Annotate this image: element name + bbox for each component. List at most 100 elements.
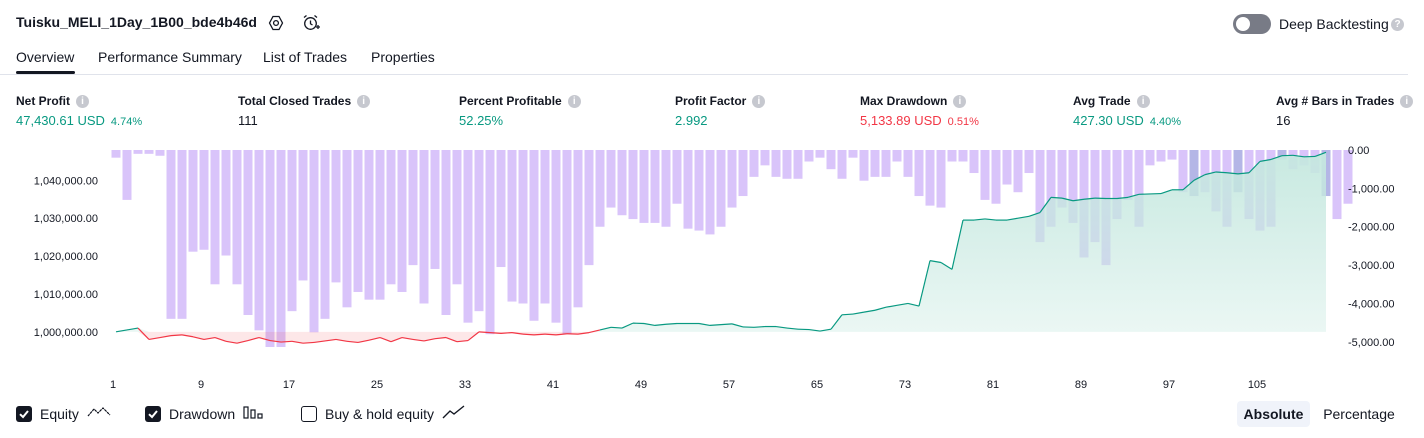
drawdown-bar (947, 150, 957, 162)
drawdown-bar (375, 150, 385, 300)
drawdown-bar (320, 150, 330, 319)
drawdown-bar (166, 150, 176, 319)
left-axis-tick: 1,030,000.00 (34, 213, 98, 225)
equity-line-segment (148, 336, 161, 341)
drawdown-bar (1156, 150, 1166, 162)
drawdown-bar (518, 150, 528, 304)
drawdown-bar (232, 150, 242, 285)
equity-line-segment (819, 328, 832, 332)
stat-label-text: Avg Trade (1073, 94, 1131, 108)
equity-line-segment (643, 322, 656, 326)
tab-overview[interactable]: Overview (16, 49, 75, 65)
drawdown-bar (419, 150, 429, 304)
equity-line-segment (577, 332, 590, 335)
deep-backtesting-help-icon[interactable]: ? (1391, 18, 1404, 31)
equity-line-segment (1182, 179, 1195, 191)
drawdown-bar (111, 150, 121, 158)
equity-line-segment (555, 333, 568, 336)
drawdown-checkbox[interactable] (145, 405, 161, 422)
equity-line-segment (808, 328, 821, 332)
drawdown-bar (936, 150, 946, 208)
stat-label-text: Profit Factor (675, 94, 747, 108)
deep-backtesting-toggle[interactable] (1233, 14, 1271, 34)
equity-line-segment (1006, 217, 1019, 221)
stat-value-text: 427.30 USD (1073, 113, 1144, 128)
equity-line-segment (1017, 215, 1030, 219)
info-icon[interactable]: i (1136, 94, 1150, 108)
drawdown-bar (331, 150, 341, 283)
info-icon[interactable]: i (76, 94, 89, 108)
drawdown-bar (1178, 150, 1188, 193)
buy-hold-line-icon (442, 404, 466, 423)
drawdown-bar (155, 150, 165, 156)
drawdown-bar (276, 150, 286, 347)
drawdown-bar (122, 150, 132, 200)
drawdown-bar (353, 150, 363, 292)
tab-performance-summary[interactable]: Performance Summary (98, 49, 242, 65)
drawdown-bar (177, 150, 187, 319)
drawdown-bar (1123, 150, 1133, 200)
buy-hold-checkbox[interactable] (301, 405, 317, 422)
settings-icon[interactable] (265, 12, 287, 34)
x-axis-tick: 97 (1163, 379, 1175, 391)
legend-drawdown[interactable]: Drawdown (145, 404, 263, 423)
info-icon[interactable]: i (953, 94, 967, 108)
equity-line-segment (126, 327, 139, 331)
drawdown-bar (474, 150, 484, 312)
drawdown-bar (914, 150, 924, 197)
drawdown-bar (287, 150, 297, 312)
tab-properties[interactable]: Properties (371, 49, 435, 65)
drawdown-bar (452, 150, 462, 285)
equity-line-segment (973, 218, 986, 221)
equity-line-segment (852, 311, 865, 315)
legend-buy-hold[interactable]: Buy & hold equity (301, 404, 466, 423)
stat-value-text: 52.25% (459, 113, 504, 128)
equity-line-segment (522, 333, 535, 336)
equity-line-segment (665, 322, 678, 325)
legend-equity[interactable]: Equity (16, 404, 111, 423)
equity-line-segment (1248, 160, 1261, 174)
drawdown-bar (859, 150, 869, 181)
stat-label-net-profit: Net Profit i (16, 94, 89, 108)
info-icon[interactable]: i (567, 94, 581, 108)
info-icon[interactable]: i (357, 94, 371, 108)
equity-line-segment (1226, 172, 1239, 175)
x-axis-tick: 73 (899, 379, 911, 391)
equity-line-segment (599, 326, 612, 331)
equity-area (116, 152, 1326, 332)
x-axis-tick: 105 (1248, 379, 1266, 391)
drawdown-bar (771, 150, 781, 177)
equity-line-segment (192, 336, 205, 341)
tabs-divider (0, 74, 1408, 75)
equity-line-segment (1072, 198, 1085, 202)
drawdown-bar (1167, 150, 1177, 160)
equity-line-segment (280, 340, 293, 343)
add-alert-icon[interactable] (300, 12, 322, 34)
right-axis-tick: -2,000.00 (1348, 222, 1394, 234)
drawdown-bar (793, 150, 803, 179)
info-icon[interactable]: i (752, 94, 766, 108)
info-icon[interactable]: i (1400, 94, 1414, 108)
x-axis-tick: 41 (547, 379, 559, 391)
drawdown-bar (298, 150, 308, 281)
drawdown-bar (595, 150, 605, 227)
drawdown-bar (1189, 150, 1199, 197)
stat-label-percent-profitable: Percent Profitable i (459, 94, 581, 108)
drawdown-bar (826, 150, 836, 170)
percentage-button[interactable]: Percentage (1323, 406, 1395, 422)
stat-value-text: 16 (1276, 113, 1291, 128)
drawdown-bar (892, 150, 902, 162)
tab-list-of-trades[interactable]: List of Trades (263, 49, 348, 65)
drawdown-bar (1057, 150, 1067, 208)
drawdown-bar (210, 150, 220, 285)
x-axis-tick: 49 (635, 379, 647, 391)
equity-line-segment (874, 306, 887, 311)
equity-drawdown-chart[interactable]: 1,040,000.00 1,030,000.00 1,020,000.00 1,01… (0, 140, 1424, 398)
legend-buy-hold-label: Buy & hold equity (325, 405, 434, 422)
equity-line-segment (159, 335, 172, 339)
drawdown-bar (540, 150, 550, 304)
drawdown-bar (991, 150, 1001, 204)
absolute-button[interactable]: Absolute (1237, 401, 1310, 427)
equity-checkbox[interactable] (16, 405, 32, 422)
equity-line-segment (511, 332, 524, 335)
